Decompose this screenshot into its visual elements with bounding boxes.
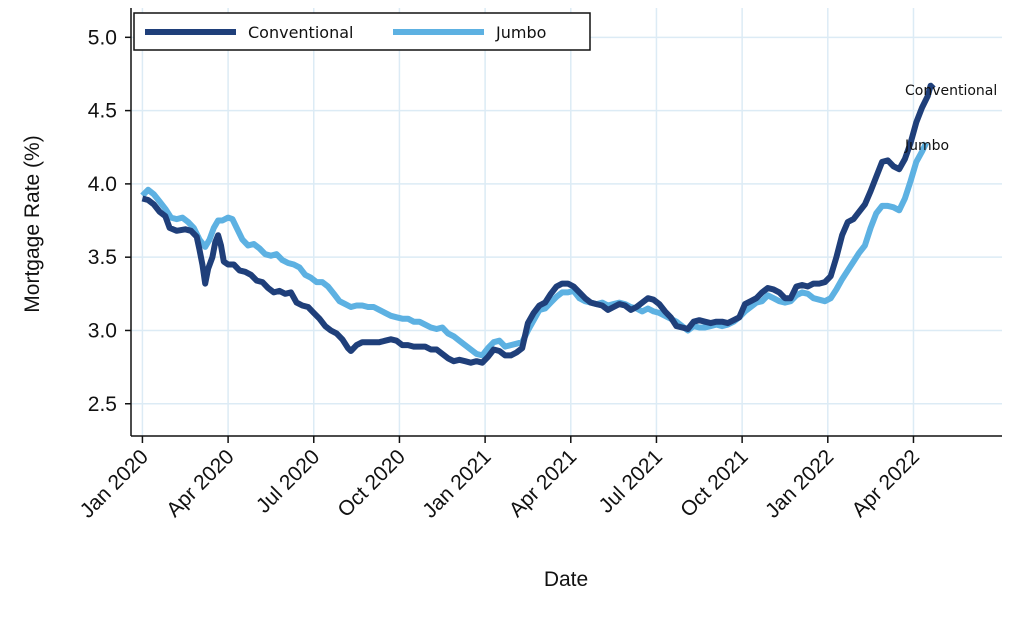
- x-tick-label: Jul 2020: [252, 445, 324, 517]
- x-tick-label: Jan 2022: [761, 445, 838, 522]
- y-tick-label: 3.0: [88, 319, 117, 342]
- legend-label-conventional: Conventional: [248, 23, 353, 42]
- series-line-conventional: [141, 82, 936, 366]
- x-tick-label: Oct 2020: [333, 445, 410, 522]
- end-label-jumbo: Jumbo: [904, 138, 949, 154]
- series-lines: [140, 82, 936, 366]
- y-tick-label: 2.5: [88, 393, 117, 416]
- end-label-conventional: Conventional: [905, 83, 997, 99]
- y-tick-label: 4.0: [88, 173, 117, 196]
- x-tick-label: Jan 2021: [418, 445, 495, 522]
- legend: Conventional Jumbo: [133, 12, 591, 51]
- x-tick-label: Apr 2020: [162, 445, 239, 522]
- y-tick-label: 4.5: [88, 100, 117, 123]
- x-tick-label: Apr 2021: [505, 445, 582, 522]
- y-axis-title: Mortgage Rate (%): [21, 135, 44, 312]
- x-tick-label: Oct 2021: [676, 445, 753, 522]
- x-tick-label: Apr 2022: [847, 445, 924, 522]
- series-line-jumbo: [140, 141, 929, 359]
- x-tick-label: Jul 2021: [595, 445, 667, 517]
- y-tick-label: 5.0: [88, 26, 117, 49]
- x-tick-label: Jan 2020: [76, 445, 153, 522]
- legend-label-jumbo: Jumbo: [495, 23, 546, 42]
- x-axis-title: Date: [544, 568, 588, 591]
- axes: [125, 8, 1002, 443]
- y-tick-label: 3.5: [88, 246, 117, 269]
